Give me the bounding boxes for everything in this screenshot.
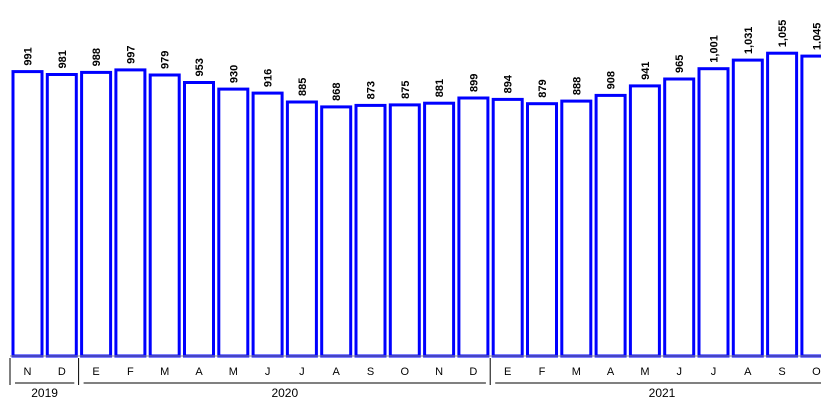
bar (217, 87, 250, 358)
bar-value-label: 899 (468, 74, 480, 92)
bar-value-label: 981 (57, 50, 69, 68)
bar-value-label: 953 (194, 58, 206, 76)
month-tick-label: S (367, 366, 374, 378)
month-tick-label: E (504, 366, 511, 378)
month-tick-label: O (401, 366, 410, 378)
bar (388, 103, 421, 358)
month-tick-label: D (469, 366, 477, 378)
month-tick-label: S (778, 366, 785, 378)
bar (80, 70, 113, 358)
month-tick-label: N (435, 366, 443, 378)
month-tick-label: M (229, 366, 238, 378)
bar-value-label: 988 (91, 48, 103, 66)
bar (560, 99, 593, 358)
bar-value-label: 965 (674, 55, 686, 73)
month-tick-label: A (333, 366, 341, 378)
year-label: 2019 (31, 386, 58, 400)
bar (45, 73, 78, 358)
month-tick-label: E (92, 366, 99, 378)
value-labels-group: 991 981 988 997 979 953 930 916 885 868 873 875 881 8… (23, 20, 821, 101)
month-tick-label: N (24, 366, 32, 378)
bar (183, 81, 215, 358)
bar-value-label: 1,031 (743, 27, 755, 55)
bar (594, 93, 627, 358)
bar (526, 102, 558, 358)
month-tick-label: O (812, 366, 821, 378)
month-tick-label: M (640, 366, 649, 378)
bar-value-label: 1,045 (811, 23, 821, 51)
bar (285, 100, 318, 358)
month-tick-label: A (744, 366, 752, 378)
bar (731, 58, 764, 358)
bar (354, 103, 387, 358)
month-tick-label: M (160, 366, 169, 378)
bar (766, 51, 799, 358)
month-tick-label: F (127, 366, 134, 378)
month-tick-label: M (572, 366, 581, 378)
bar (320, 105, 353, 358)
bar-value-label: 979 (160, 51, 172, 69)
bar (628, 84, 661, 358)
bars-group (11, 51, 821, 358)
bar-value-label: 1,055 (777, 20, 789, 48)
bar-value-label: 908 (606, 71, 618, 89)
bar (114, 68, 147, 358)
bar-value-label: 1,001 (709, 35, 721, 63)
year-label: 2021 (649, 386, 676, 400)
month-tick-label: D (58, 366, 66, 378)
year-label: 2020 (271, 386, 298, 400)
bar (251, 91, 284, 358)
month-tick-label: J (299, 366, 305, 378)
bar-value-label: 885 (297, 78, 309, 96)
bar (11, 70, 44, 358)
month-tick-label: F (539, 366, 546, 378)
bar-value-label: 930 (228, 65, 240, 83)
bar-value-label: 916 (263, 69, 275, 87)
bar-value-label: 991 (23, 47, 35, 65)
bar (423, 101, 456, 358)
month-tick-label: J (265, 366, 271, 378)
bar-value-label: 941 (640, 62, 652, 80)
bar-value-label: 894 (503, 74, 515, 93)
year-labels-group: 2019 2020 2021 (9, 358, 821, 400)
bar-value-label: 997 (125, 46, 137, 64)
bar-value-label: 875 (400, 81, 412, 99)
bar-value-label: 888 (571, 77, 583, 95)
bar-value-label: 881 (434, 79, 446, 97)
month-tick-label: A (195, 366, 203, 378)
month-tick-label: J (676, 366, 682, 378)
bar-value-label: 868 (331, 83, 343, 101)
bar (663, 77, 696, 358)
month-tick-label: J (711, 366, 717, 378)
bar-value-label: 879 (537, 79, 549, 97)
bar (800, 54, 821, 358)
bar (697, 67, 730, 358)
bar (148, 73, 181, 358)
bar (457, 96, 490, 358)
bar (491, 97, 524, 358)
month-tick-label: A (607, 366, 615, 378)
bar-value-label: 873 (366, 81, 378, 99)
